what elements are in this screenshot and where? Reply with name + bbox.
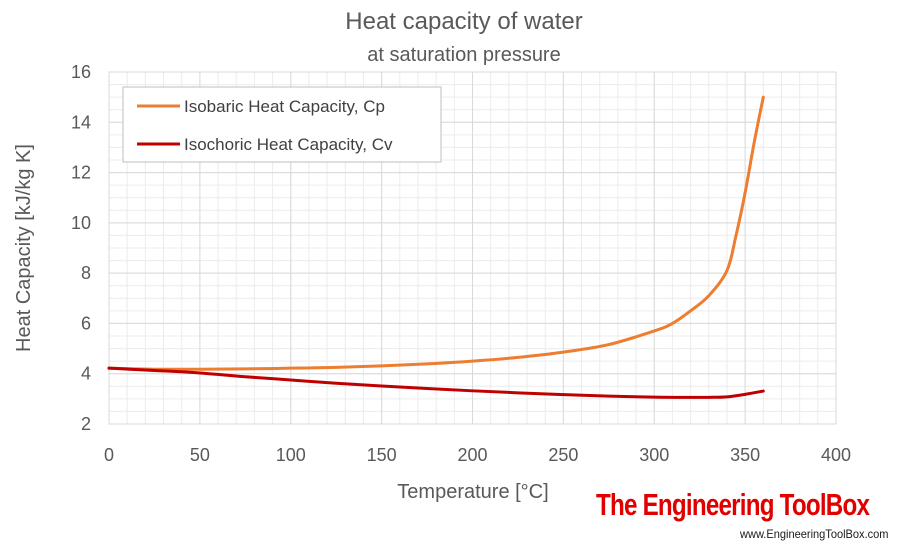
legend-label-cp: Isobaric Heat Capacity, Cp — [184, 97, 385, 116]
x-tick-label: 0 — [104, 445, 114, 465]
y-tick-label: 8 — [81, 263, 91, 283]
brand-url: www.EngineeringToolBox.com — [740, 527, 889, 541]
legend-label-cv: Isochoric Heat Capacity, Cv — [184, 135, 393, 154]
series-line-cp — [107, 95, 765, 371]
x-tick-label: 50 — [190, 445, 210, 465]
series-line-cv — [107, 366, 765, 399]
x-axis-ticks: 0 50 100 150 200 250 300 350 400 — [104, 445, 851, 465]
brand-logo: The Engineering ToolBox — [596, 487, 870, 522]
x-tick-label: 400 — [821, 445, 851, 465]
legend: Isobaric Heat Capacity, Cp Isochoric Hea… — [122, 86, 442, 163]
legend-box — [122, 86, 442, 163]
y-tick-label: 16 — [71, 62, 91, 82]
x-tick-label: 350 — [730, 445, 760, 465]
plot-area-border — [108, 71, 837, 425]
y-axis-title: Heat Capacity [kJ/kg K] — [13, 144, 35, 352]
x-tick-label: 250 — [548, 445, 578, 465]
x-axis-title: Temperature [°C] — [397, 481, 548, 503]
x-tick-label: 150 — [367, 445, 397, 465]
chart-subtitle: at saturation pressure — [367, 44, 560, 66]
chart-title: Heat capacity of water — [345, 8, 582, 35]
y-axis-ticks: 2 4 6 8 10 12 14 16 — [71, 62, 91, 434]
y-tick-label: 12 — [71, 163, 91, 183]
x-tick-label: 300 — [639, 445, 669, 465]
y-tick-label: 4 — [81, 364, 91, 384]
y-tick-label: 14 — [71, 112, 91, 132]
y-tick-label: 6 — [81, 313, 91, 333]
x-tick-label: 200 — [457, 445, 487, 465]
x-tick-label: 100 — [276, 445, 306, 465]
series-layer — [107, 95, 765, 399]
y-tick-label: 2 — [81, 414, 91, 434]
y-tick-label: 10 — [71, 213, 91, 233]
